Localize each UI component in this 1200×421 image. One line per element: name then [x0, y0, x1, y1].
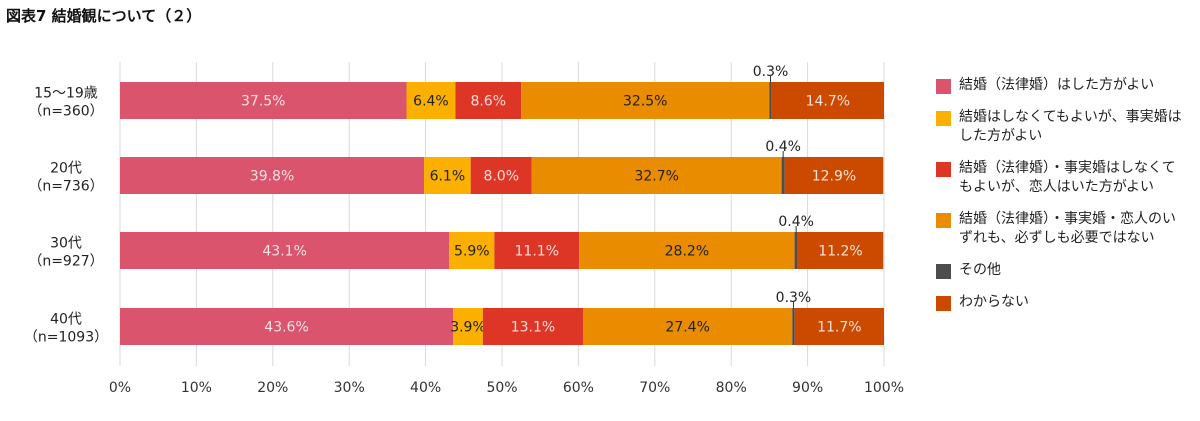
- legend-label: 結婚（法律婚）・事実婚・恋人のいずれも、必ずしも必要ではない: [959, 211, 1176, 246]
- category-label: 20代: [50, 161, 82, 177]
- bars: 37.5% 6.4% 8.6% 32.5% 0.3% 14.7% 39.8% 6.1% 8.0%…: [120, 64, 884, 345]
- data-label: 0.4%: [765, 139, 801, 155]
- legend-item: 結婚（法律婚）・事実婚はしなくてもよいが、恋人はいた方がよい: [936, 159, 1196, 197]
- bar-segment: [769, 82, 772, 119]
- category-label: 15～19歳: [34, 86, 98, 102]
- data-label: 0.3%: [753, 64, 789, 80]
- data-label: 5.9%: [454, 244, 490, 260]
- data-label: 32.7%: [634, 169, 678, 185]
- bar-row: 43.6% 3.9% 13.1% 27.4% 0.3% 11.7%: [120, 290, 884, 345]
- data-label: 12.9%: [812, 169, 856, 185]
- bar-segment: [120, 308, 454, 345]
- bar-segment: [424, 157, 471, 194]
- legend-swatch: [936, 264, 951, 279]
- bar-segment: [582, 308, 793, 345]
- data-label: 11.1%: [515, 244, 559, 260]
- legend-label: 結婚はしなくてもよいが、事実婚はした方がよい: [959, 109, 1182, 144]
- data-label: 0.3%: [776, 290, 812, 306]
- bar-segment: [794, 308, 884, 345]
- x-tick-label: 90%: [792, 380, 823, 396]
- bar-segment: [455, 82, 522, 119]
- bar-segment: [120, 232, 450, 269]
- legend: 結婚（法律婚）はした方がよい結婚はしなくてもよいが、事実婚はした方がよい 結婚（法…: [936, 76, 1196, 325]
- bar-row: 43.1% 5.9% 11.1% 28.2% 0.4%11.2%: [120, 214, 884, 269]
- data-label: 3.9%: [450, 320, 486, 336]
- category-sample-size: （n=360）: [28, 104, 103, 120]
- bar-segment: [120, 82, 407, 119]
- stacked-bar-chart: 37.5% 6.4% 8.6% 32.5% 0.3% 14.7% 39.8% 6.1% 8.0%…: [24, 62, 904, 396]
- data-label: 13.1%: [511, 320, 555, 336]
- legend-item: 結婚（法律婚）・事実婚・恋人のいずれも、必ずしも必要ではない: [936, 210, 1196, 248]
- bar-row: 39.8% 6.1% 8.0% 32.7% 0.4% 12.9%: [120, 139, 884, 194]
- data-label: 43.1%: [262, 244, 306, 260]
- bar-segment: [797, 232, 884, 269]
- x-tick-label: 80%: [716, 380, 747, 396]
- legend-item: わからない: [936, 293, 1196, 312]
- x-tick-label: 30%: [334, 380, 365, 396]
- data-label: 8.6%: [470, 94, 506, 110]
- data-label: 11.2%: [818, 244, 862, 260]
- data-label: 32.5%: [623, 94, 667, 110]
- category-sample-size: （n=1093）: [24, 330, 108, 346]
- bar-segment: [579, 232, 795, 269]
- bar-segment: [781, 157, 785, 194]
- bar-segment: [784, 157, 884, 194]
- bar-segment: [531, 157, 782, 194]
- x-tick-label: 0%: [109, 380, 131, 396]
- bar-segment: [449, 232, 495, 269]
- legend-item: 結婚（法律婚）はした方がよい: [936, 76, 1196, 95]
- data-label: 39.8%: [250, 169, 294, 185]
- legend-label: わからない: [959, 294, 1029, 310]
- x-tick-label: 70%: [639, 380, 670, 396]
- category-sample-size: （n=736）: [28, 179, 103, 195]
- legend-swatch: [936, 111, 951, 126]
- legend-item: 結婚はしなくてもよいが、事実婚はした方がよい: [936, 108, 1196, 146]
- legend-label: その他: [959, 262, 1001, 278]
- bar-segment: [482, 308, 583, 345]
- bar-segment: [120, 157, 425, 194]
- chart-title: 図表7 結婚観について（２）: [6, 7, 202, 25]
- bar-segment: [792, 308, 795, 345]
- x-tick-label: 60%: [563, 380, 594, 396]
- data-label: 8.0%: [483, 169, 519, 185]
- data-label: 43.6%: [264, 320, 308, 336]
- bar-segment: [453, 308, 483, 345]
- category-labels: 15～19歳 （n=360） 20代 （n=736） 30代 （n=927） 40代 （n=1…: [24, 86, 108, 346]
- bar-segment: [794, 232, 798, 269]
- x-tick-label: 40%: [410, 380, 441, 396]
- x-axis-ticks: 0% 10% 20% 30% 40% 50% 60% 70% 80% 90% 100%: [109, 380, 904, 396]
- bar-segment: [470, 157, 532, 194]
- data-label: 0.4%: [778, 214, 814, 230]
- legend-item: その他: [936, 261, 1196, 280]
- x-tick-label: 20%: [257, 380, 288, 396]
- legend-swatch: [936, 162, 951, 177]
- data-label: 37.5%: [241, 94, 285, 110]
- legend-swatch: [936, 296, 951, 311]
- data-label: 27.4%: [665, 320, 709, 336]
- category-label: 40代: [50, 312, 82, 328]
- data-label: 11.7%: [817, 320, 861, 336]
- data-label: 14.7%: [806, 94, 850, 110]
- category-sample-size: （n=927）: [28, 254, 103, 270]
- legend-swatch: [936, 213, 951, 228]
- data-label: 28.2%: [665, 244, 709, 260]
- x-tick-label: 10%: [181, 380, 212, 396]
- x-tick-label: 100%: [864, 380, 904, 396]
- data-label: 6.4%: [413, 94, 449, 110]
- data-label: 6.1%: [430, 169, 466, 185]
- bar-segment: [406, 82, 456, 119]
- legend-label: 結婚（法律婚）はした方がよい: [959, 77, 1155, 93]
- bar-segment: [494, 232, 580, 269]
- bar-segment: [771, 82, 884, 119]
- legend-swatch: [936, 79, 951, 94]
- bar-segment: [521, 82, 770, 119]
- bar-row: 37.5% 6.4% 8.6% 32.5% 0.3% 14.7%: [120, 64, 884, 119]
- x-tick-label: 50%: [486, 380, 517, 396]
- category-label: 30代: [50, 236, 82, 252]
- legend-label: 結婚（法律婚）・事実婚はしなくてもよいが、恋人はいた方がよい: [959, 160, 1176, 195]
